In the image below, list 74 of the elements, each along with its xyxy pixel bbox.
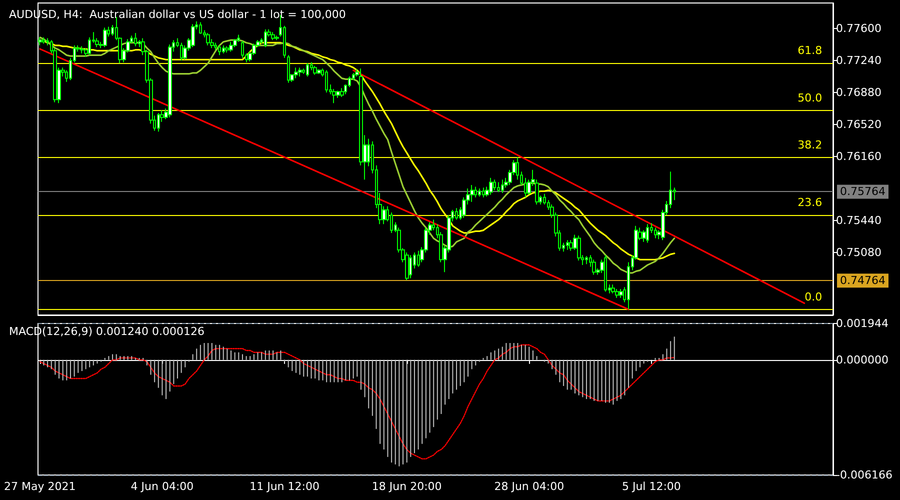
candlestick [325, 70, 328, 94]
candlestick [103, 27, 107, 48]
candlestick [340, 88, 344, 98]
candlestick [654, 227, 657, 239]
x-tick-label: 4 Jun 04:00 [130, 480, 194, 493]
candlestick [134, 32, 137, 47]
candlestick [298, 67, 302, 78]
candlestick [417, 250, 420, 268]
candlestick [275, 35, 279, 41]
candlestick [604, 254, 607, 292]
candlestick [409, 254, 412, 279]
x-tick-label: 5 Jul 12:00 [622, 480, 681, 493]
annotation: 50.0 [798, 91, 822, 104]
candlestick [577, 235, 581, 262]
candlestick [287, 54, 290, 84]
x-tick-label: 28 Jun 04:00 [494, 480, 564, 493]
candlestick [332, 88, 336, 104]
y-tick-label: 0.000000 [836, 353, 888, 366]
candlestick [180, 42, 183, 62]
ref-line-label: 0.74764 [840, 274, 886, 288]
annotation: 38.2 [798, 138, 822, 152]
candlestick [489, 177, 493, 196]
y-tick-label: 0.76160 [836, 150, 882, 164]
candlestick [80, 46, 84, 54]
candlestick [206, 32, 210, 46]
candlestick [42, 36, 45, 44]
candlestick [585, 256, 588, 265]
candlestick [294, 67, 298, 79]
candlestick [497, 182, 500, 193]
candlestick [264, 28, 267, 48]
y-tick-label: 0.001944 [836, 317, 888, 330]
candlestick [317, 68, 321, 74]
candlestick [225, 46, 229, 54]
annotation: 61.8 [798, 44, 822, 58]
candlestick [592, 259, 596, 276]
candlestick [168, 44, 172, 118]
candlestick [615, 288, 619, 298]
y-tick-label: 0.77600 [836, 22, 882, 36]
y-tick-label: -0.006166 [836, 468, 892, 482]
candlestick [478, 188, 481, 198]
candlestick [501, 179, 504, 194]
candlestick [191, 24, 195, 48]
x-tick-label: 18 Jun 20:00 [372, 480, 442, 493]
candlestick [455, 208, 458, 220]
candlestick [482, 187, 485, 198]
candlestick [222, 44, 225, 54]
candlestick [313, 65, 317, 76]
candlestick [474, 186, 477, 198]
y-tick-label: 0.76880 [836, 86, 882, 100]
y-tick-label: 0.75080 [836, 246, 882, 260]
candlestick [493, 179, 496, 191]
y-tick-label: 0.76520 [836, 118, 882, 132]
candlestick [229, 41, 233, 52]
candlestick [405, 252, 409, 281]
candlestick [199, 22, 202, 34]
candlestick [566, 240, 569, 250]
candlestick [611, 284, 615, 294]
x-tick-label: 11 Jun 12:00 [250, 480, 320, 493]
annotation: 0.0 [804, 290, 822, 304]
candlestick [470, 184, 474, 202]
ref-line-label: 0.75764 [840, 185, 886, 198]
candlestick [271, 32, 275, 41]
candlestick [619, 288, 623, 298]
candlestick [306, 62, 309, 78]
y-tick-label: 0.75440 [836, 214, 882, 228]
candlestick [157, 112, 160, 132]
candlestick [241, 40, 244, 58]
x-tick-label: 27 May 2021 [4, 480, 76, 493]
y-tick-label: 0.77240 [836, 54, 882, 68]
candlestick [233, 38, 237, 48]
annotation: 23.6 [798, 196, 822, 210]
candlestick [646, 224, 649, 244]
candlestick [218, 44, 221, 56]
line-series [39, 344, 675, 460]
